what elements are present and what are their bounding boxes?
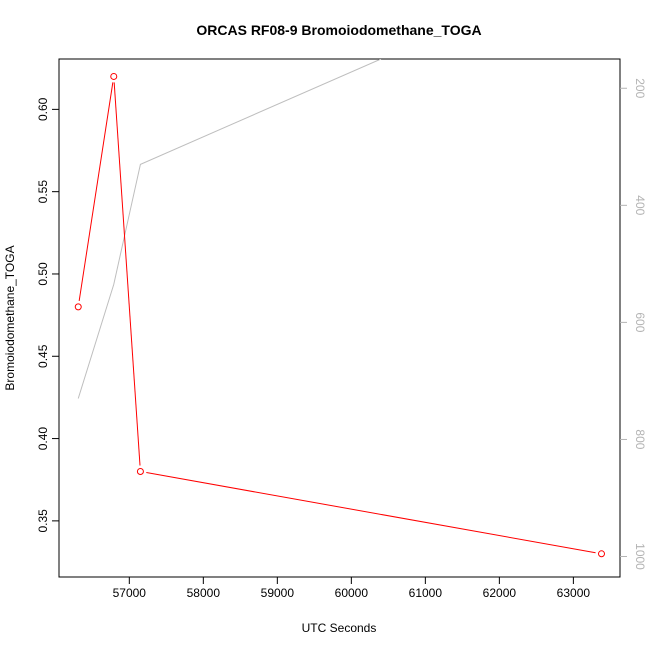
data-point: [136, 467, 144, 475]
y-tick-label: 0.35: [36, 509, 50, 533]
y2-tick-label: 800: [633, 429, 647, 449]
data-point: [74, 303, 82, 311]
y2-tick-label: 400: [633, 195, 647, 215]
y-axis: 0.35 0.40 0.45 0.50 0.55 0.60: [36, 97, 59, 533]
series-segment: [78, 82, 114, 302]
x-tick-label: 62000: [483, 586, 517, 600]
y2-tick-label: 600: [633, 312, 647, 332]
y-tick-label: 0.55: [36, 180, 50, 204]
series-segment: [113, 82, 141, 466]
x-tick-label: 61000: [409, 586, 443, 600]
chart-title: ORCAS RF08-9 Bromoiodomethane_TOGA: [196, 22, 481, 38]
y2-tick-label: 200: [633, 78, 647, 98]
x-tick-label: 58000: [187, 586, 221, 600]
x-tick-label: 57000: [113, 586, 147, 600]
series-segment: [146, 472, 596, 554]
right-axis: 200 400 600 800 1000: [620, 78, 647, 570]
plot-frame: [58, 58, 621, 578]
x-tick-label: 60000: [335, 586, 369, 600]
x-axis-label: UTC Seconds: [302, 621, 377, 635]
series-line: [77, 59, 382, 399]
plot-area: [74, 59, 605, 558]
y-tick-label: 0.45: [36, 344, 50, 368]
data-point: [597, 550, 605, 558]
x-tick-label: 63000: [557, 586, 591, 600]
y2-tick-label: 1000: [633, 543, 647, 570]
y-tick-label: 0.50: [36, 262, 50, 286]
x-axis: 57000 58000 59000 60000 61000 62000 63000: [113, 577, 591, 600]
y-axis-label: Bromoiodomethane_TOGA: [3, 245, 17, 390]
x-tick-label: 59000: [261, 586, 295, 600]
y-tick-label: 0.40: [36, 427, 50, 451]
y-tick-label: 0.60: [36, 97, 50, 121]
data-point: [110, 72, 118, 80]
